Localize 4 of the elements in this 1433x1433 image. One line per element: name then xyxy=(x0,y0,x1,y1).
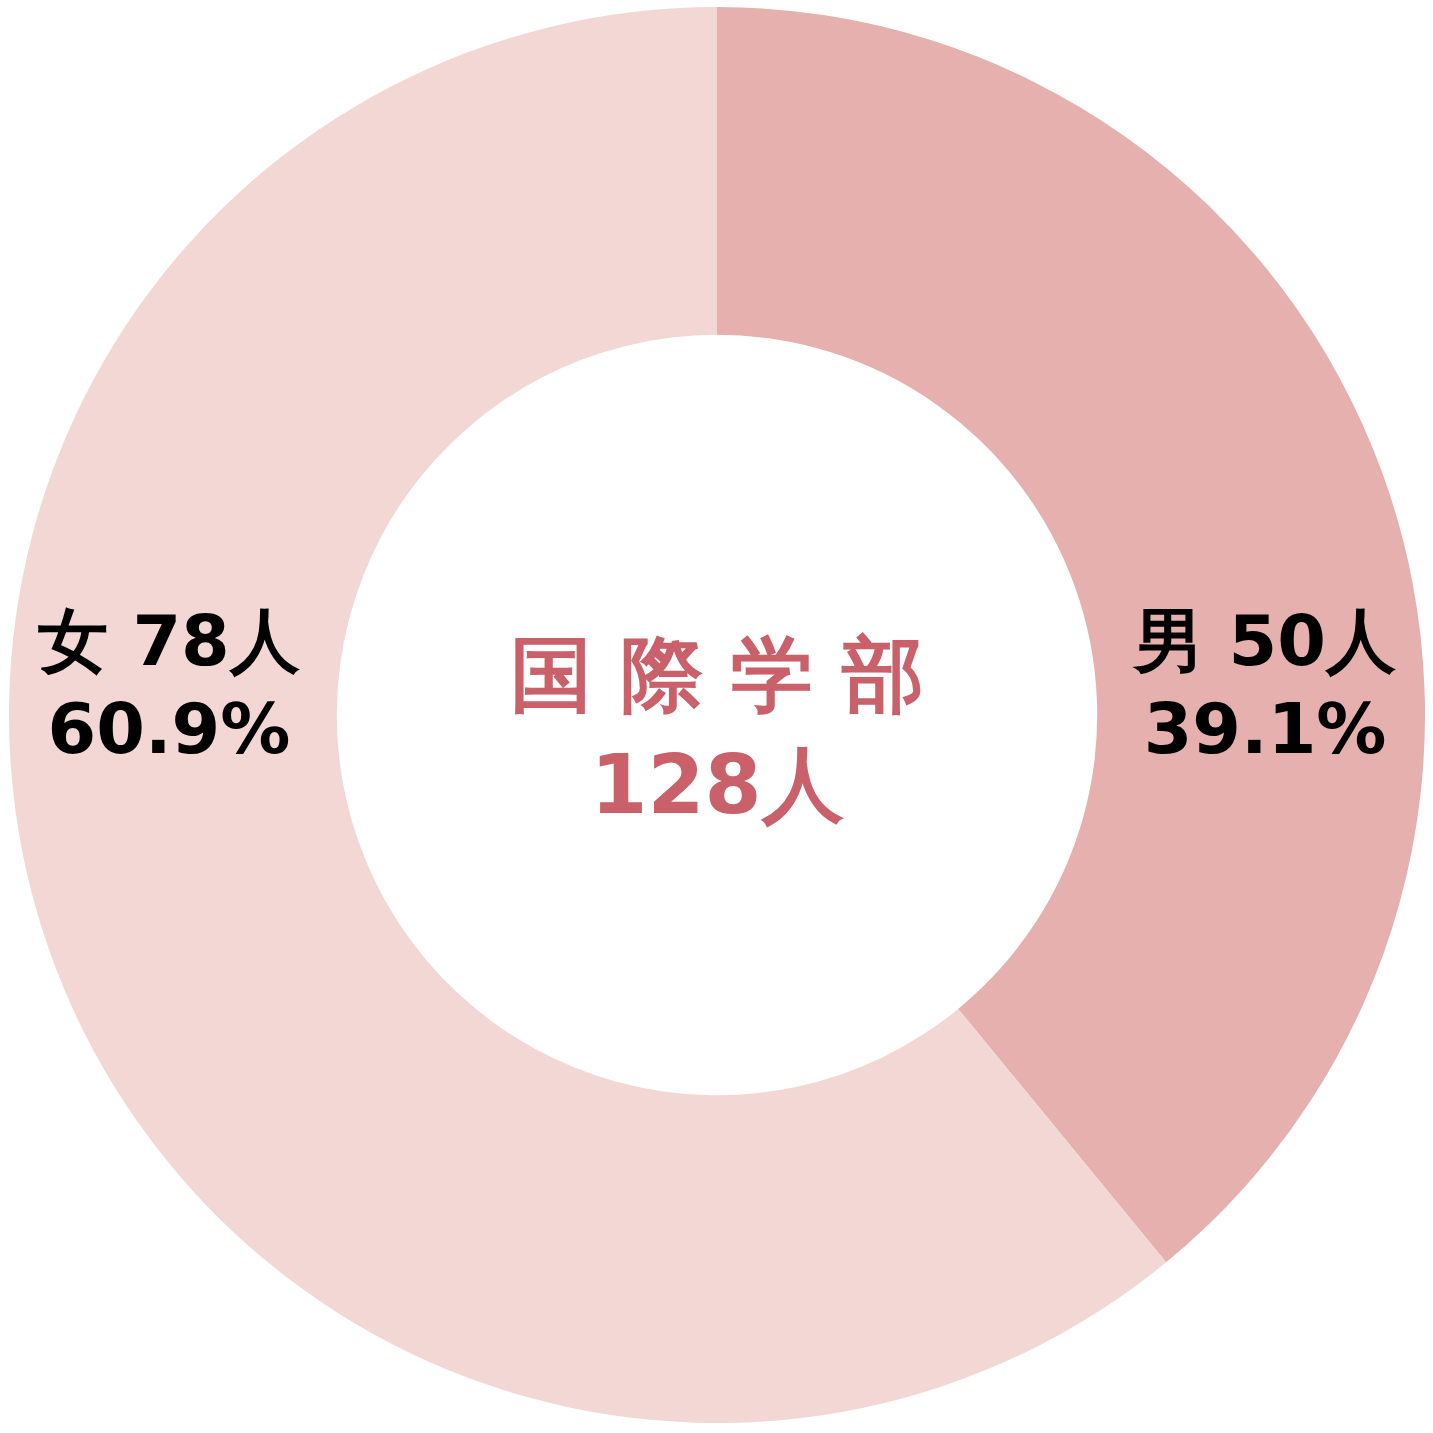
text: 128人 xyxy=(590,737,844,832)
slice-label: 女 78人 60.9% xyxy=(38,600,300,770)
text: 国 際 学 部 xyxy=(510,627,924,722)
slice-label: 男 50人 39.1% xyxy=(1132,600,1396,770)
